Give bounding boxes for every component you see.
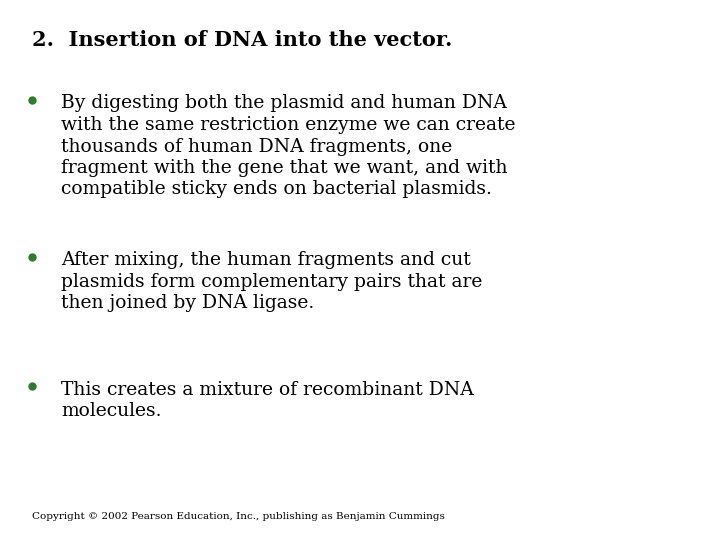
- Text: This creates a mixture of recombinant DNA
molecules.: This creates a mixture of recombinant DN…: [61, 381, 474, 420]
- Text: 2.  Insertion of DNA into the vector.: 2. Insertion of DNA into the vector.: [32, 30, 453, 50]
- Text: By digesting both the plasmid and human DNA
with the same restriction enzyme we : By digesting both the plasmid and human …: [61, 94, 516, 199]
- Text: After mixing, the human fragments and cut
plasmids form complementary pairs that: After mixing, the human fragments and cu…: [61, 251, 482, 312]
- Text: Copyright © 2002 Pearson Education, Inc., publishing as Benjamin Cummings: Copyright © 2002 Pearson Education, Inc.…: [32, 512, 445, 521]
